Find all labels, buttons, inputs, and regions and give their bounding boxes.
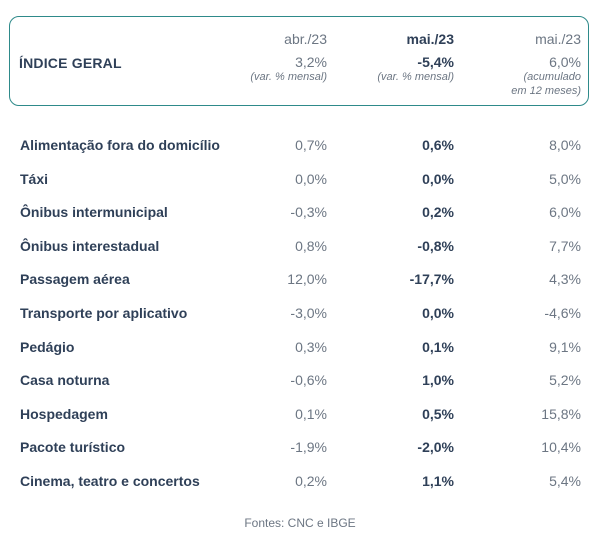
row-label: Ônibus interestadual [20, 237, 160, 254]
table-row: Ônibus intermunicipal -0,3% 0,2% 6,0% [0, 204, 600, 238]
table-row: Cinema, teatro e concertos 0,2% 1,1% 5,4% [0, 473, 600, 507]
row-value-mai: 1,1% [422, 473, 454, 489]
table-row: Hospedagem 0,1% 0,5% 15,8% [0, 406, 600, 440]
row-label: Pedágio [20, 338, 75, 355]
row-value-abr: -0,6% [290, 372, 327, 389]
row-label: Alimentação fora do domicílio [20, 137, 220, 153]
row-label: Transporte por aplicativo [20, 305, 188, 321]
row-value-acum: -4,6% [544, 305, 581, 321]
col-acum-note-line2: em 12 meses) [511, 85, 581, 97]
row-label: Pacote turístico [20, 439, 126, 456]
row-value-mai: 0,5% [422, 405, 454, 422]
table-row: Ônibus interestadual 0,8% -0,8% 7,7% [0, 238, 600, 272]
row-value-mai: 1,0% [422, 372, 454, 389]
row-value-acum: 7,7% [549, 237, 581, 254]
table-row: Pacote turístico -1,9% -2,0% 10,4% [0, 439, 600, 473]
row-label: Cinema, teatro e concertos [20, 473, 200, 489]
col-acum-note: (acumulado em 12 meses) [511, 70, 581, 98]
table-row: Passagem aérea 12,0% -17,7% 4,3% [0, 271, 600, 305]
header-box [9, 16, 589, 106]
row-label: Passagem aérea [20, 271, 130, 288]
col-mai-note: (var. % mensal) [377, 71, 454, 83]
row-value-abr: 0,2% [295, 473, 327, 489]
row-value-mai: 0,0% [422, 305, 454, 321]
row-value-abr: -3,0% [290, 305, 327, 321]
col-abr-value: 3,2% [295, 54, 327, 70]
row-label: Ônibus intermunicipal [20, 204, 168, 221]
row-value-abr: 0,8% [295, 237, 327, 254]
row-value-abr: 0,3% [295, 338, 327, 355]
row-value-acum: 6,0% [549, 204, 581, 221]
col-acum-note-line1: (acumulado [523, 71, 581, 83]
row-value-mai: -17,7% [409, 271, 454, 288]
row-value-abr: 0,0% [295, 170, 327, 187]
row-value-mai: 0,2% [422, 204, 454, 221]
col-mai-value: -5,4% [417, 54, 454, 70]
row-value-acum: 5,2% [549, 372, 581, 389]
row-value-acum: 10,4% [541, 439, 581, 456]
row-value-acum: 9,1% [549, 338, 581, 355]
row-value-mai: 0,0% [422, 170, 454, 187]
row-value-mai: -2,0% [417, 439, 454, 456]
row-value-acum: 5,0% [549, 170, 581, 187]
row-value-mai: 0,1% [422, 338, 454, 355]
row-value-abr: 0,7% [295, 137, 327, 153]
table-row: Casa noturna -0,6% 1,0% 5,2% [0, 372, 600, 406]
col-acum-month: mai./23 [535, 31, 581, 47]
row-value-acum: 8,0% [549, 137, 581, 153]
col-mai-month: mai./23 [406, 31, 454, 47]
row-label: Casa noturna [20, 372, 110, 389]
col-abr-note: (var. % mensal) [250, 71, 327, 83]
row-value-abr: -1,9% [290, 439, 327, 456]
row-value-acum: 4,3% [549, 271, 581, 288]
row-value-abr: 12,0% [287, 271, 327, 288]
row-value-acum: 15,8% [541, 405, 581, 422]
row-value-abr: -0,3% [290, 204, 327, 221]
row-label: Hospedagem [20, 405, 108, 422]
row-value-mai: -0,8% [417, 237, 454, 254]
col-abr-month: abr./23 [284, 31, 327, 47]
source-footer: Fontes: CNC e IBGE [244, 516, 356, 530]
table-row: Alimentação fora do domicílio 0,7% 0,6% 8,0… [0, 137, 600, 171]
index-title: ÍNDICE GERAL [19, 55, 122, 71]
row-value-acum: 5,4% [549, 473, 581, 489]
table-row: Táxi 0,0% 0,0% 5,0% [0, 171, 600, 205]
row-label: Táxi [20, 170, 49, 187]
col-acum-value: 6,0% [549, 54, 581, 70]
row-value-abr: 0,1% [295, 405, 327, 422]
table-row: Transporte por aplicativo -3,0% 0,0% -4,6% [0, 305, 600, 339]
row-value-mai: 0,6% [422, 137, 454, 153]
table-row: Pedágio 0,3% 0,1% 9,1% [0, 339, 600, 373]
